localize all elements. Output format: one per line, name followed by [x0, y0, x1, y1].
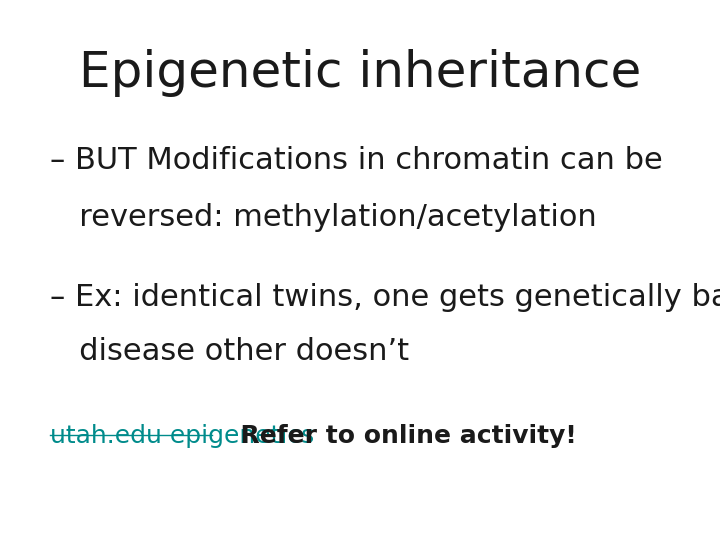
Text: utah.edu epigenetics: utah.edu epigenetics [50, 424, 315, 448]
Text: reversed: methylation/acetylation: reversed: methylation/acetylation [50, 202, 597, 232]
Text: – Ex: identical twins, one gets genetically based: – Ex: identical twins, one gets genetica… [50, 284, 720, 313]
Text: Epigenetic inheritance: Epigenetic inheritance [79, 49, 641, 97]
Text: disease other doesn’t: disease other doesn’t [50, 338, 410, 367]
Text: Refer to online activity!: Refer to online activity! [223, 424, 577, 448]
Text: – BUT Modifications in chromatin can be: – BUT Modifications in chromatin can be [50, 146, 663, 175]
